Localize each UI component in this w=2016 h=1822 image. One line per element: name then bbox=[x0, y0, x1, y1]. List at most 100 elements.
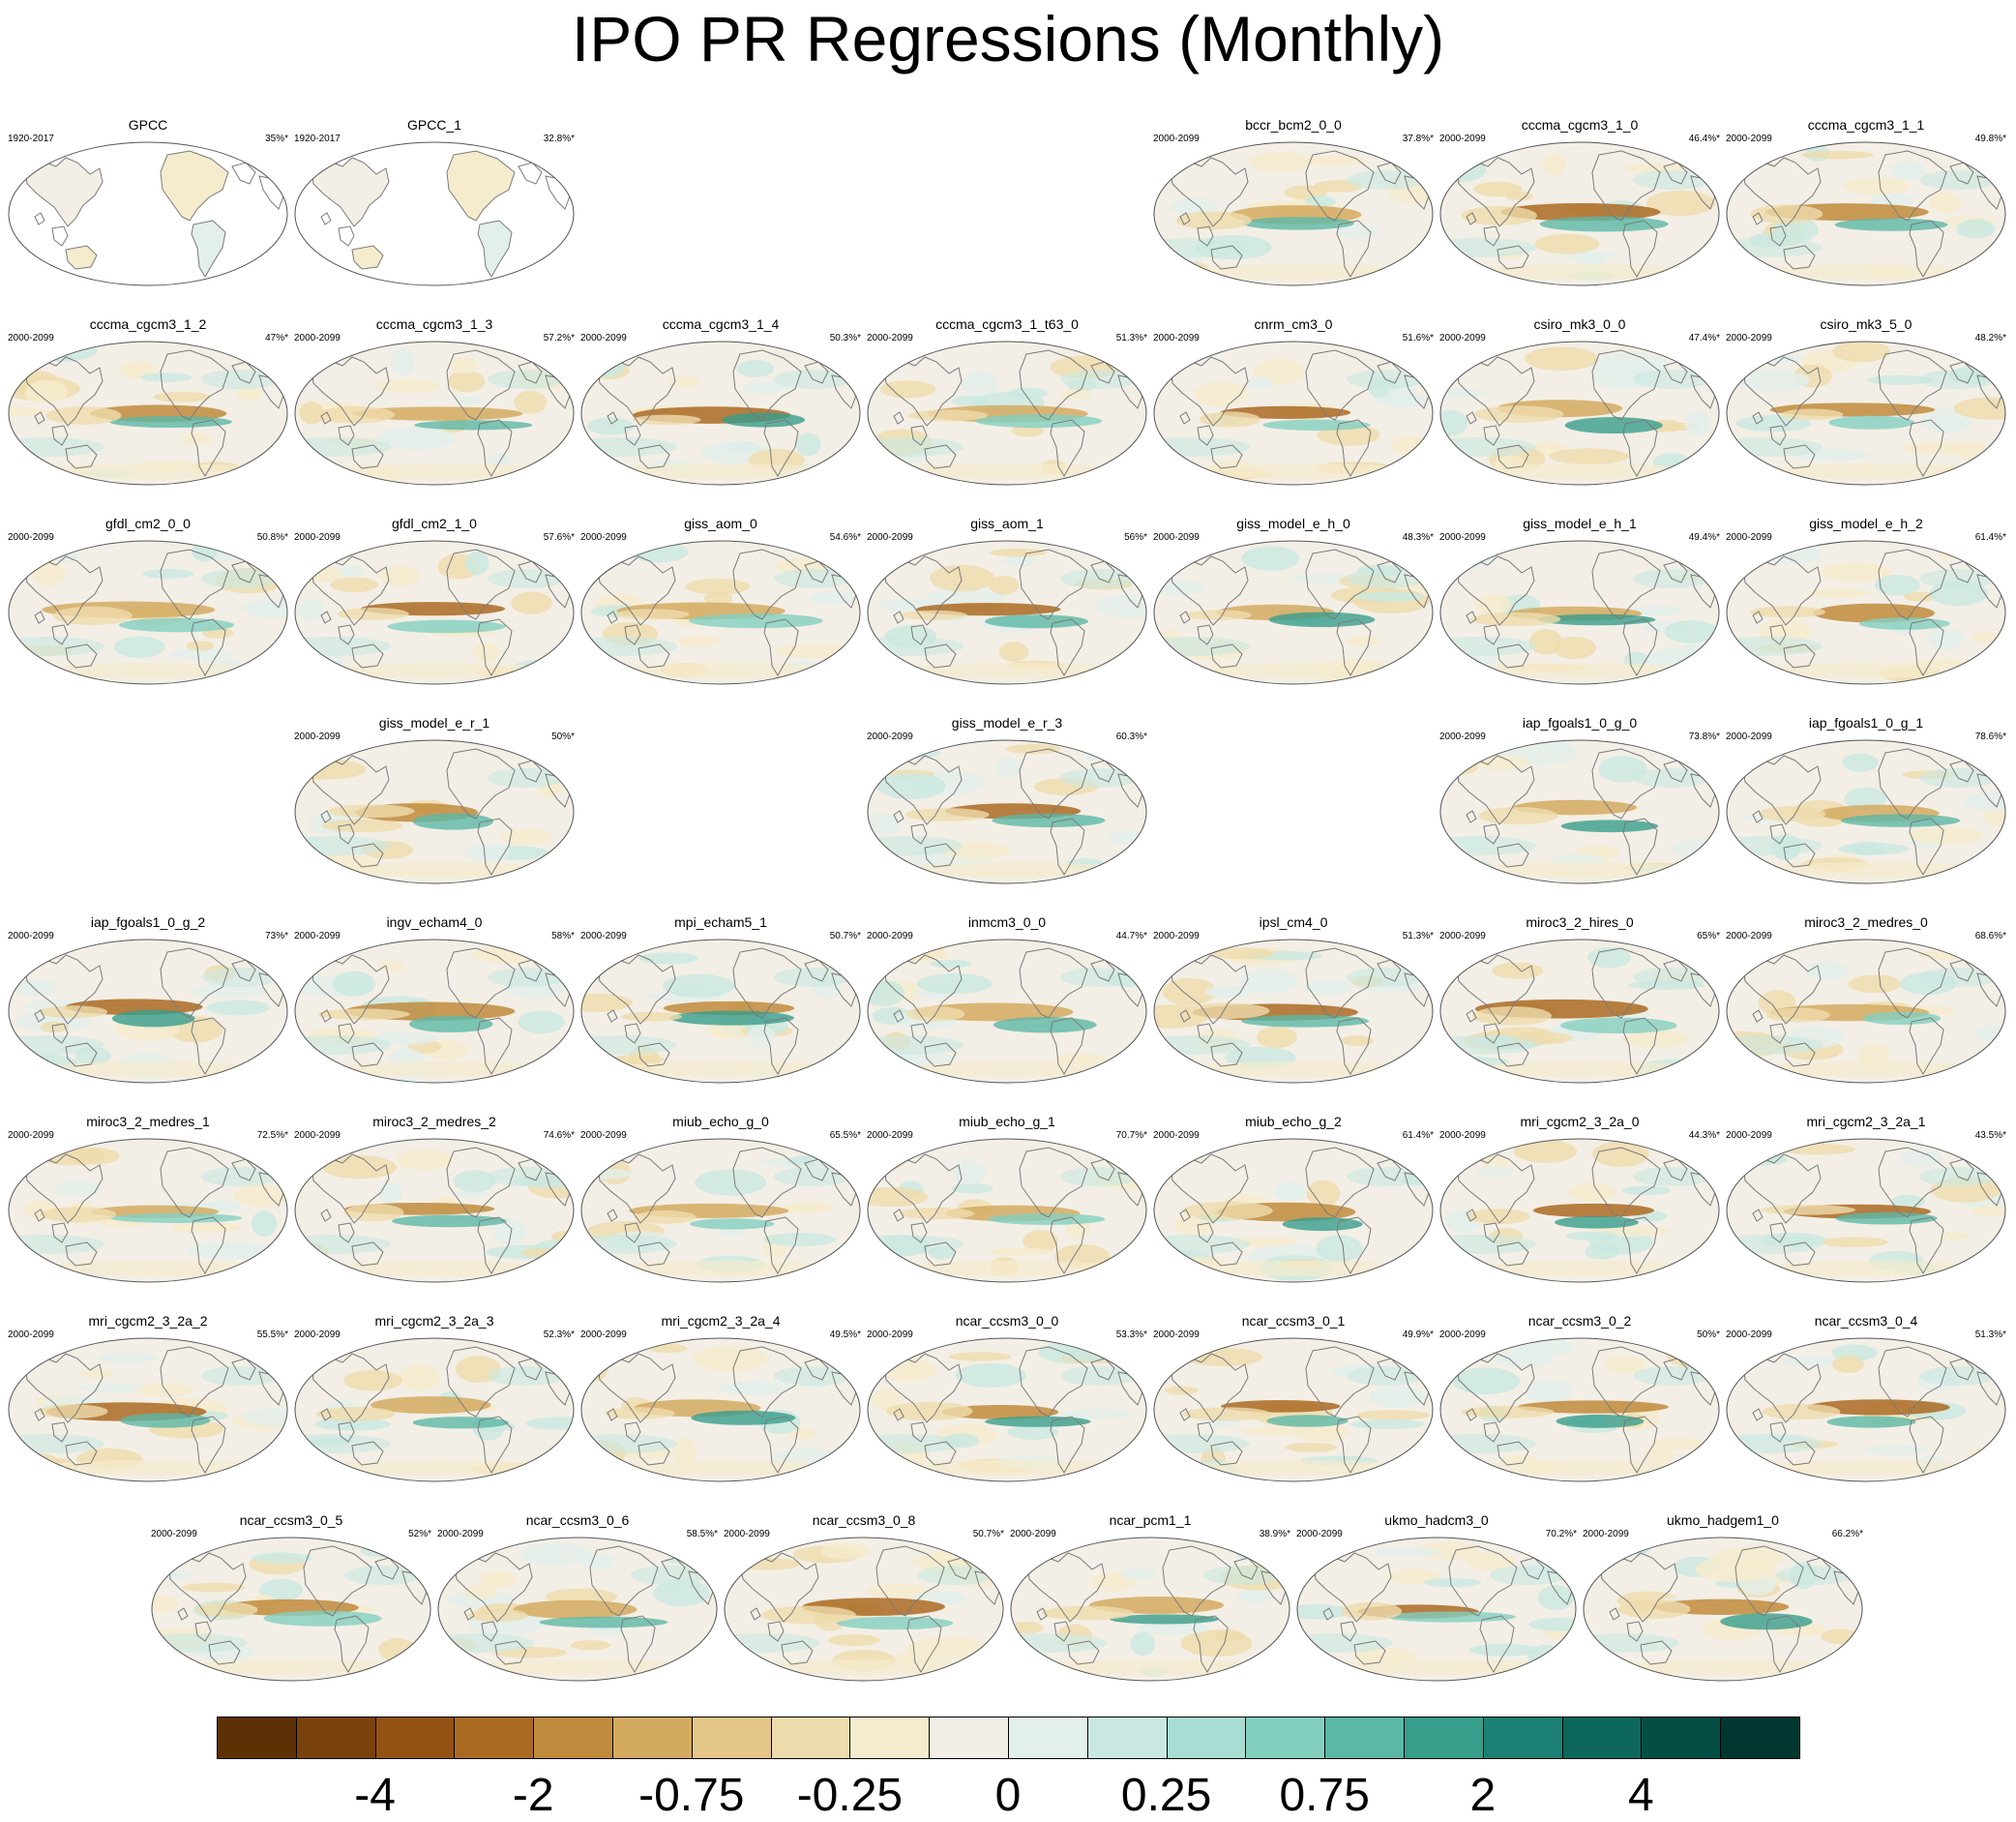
colorbar-tick-label: -0.75 bbox=[638, 1770, 745, 1821]
panel-percent: 61.4%* bbox=[1403, 1130, 1434, 1141]
map-panel: mri_cgcm2_3_2a_4 2000-2099 49.5%* bbox=[580, 1313, 861, 1482]
panel-percent: 46.4%* bbox=[1689, 134, 1720, 144]
panel-percent: 44.3%* bbox=[1689, 1130, 1720, 1141]
panel-period: 2000-2099 bbox=[294, 532, 341, 543]
panel-percent: 35%* bbox=[265, 134, 288, 144]
panel-percent: 68.6%* bbox=[1975, 931, 2006, 941]
map-panel: ingv_echam4_0 2000-2099 58%* bbox=[294, 914, 575, 1084]
map-panel: giss_aom_0 2000-2099 54.6%* bbox=[580, 516, 861, 685]
map-panel: cccma_cgcm3_1_4 2000-2099 50.3%* bbox=[580, 316, 861, 486]
colorbar-box bbox=[1641, 1717, 1722, 1759]
panel-name: csiro_mk3_5_0 bbox=[1821, 316, 1912, 332]
panel-name: iap_fgoals1_0_g_2 bbox=[91, 914, 206, 930]
panel-period: 2000-2099 bbox=[1439, 732, 1486, 742]
panel-period: 2000-2099 bbox=[1153, 1130, 1200, 1141]
panel-percent: 43.5%* bbox=[1975, 1130, 2006, 1141]
panel-period: 2000-2099 bbox=[294, 1130, 341, 1141]
panel-period: 2000-2099 bbox=[1726, 333, 1772, 343]
panel-percent: 32.8%* bbox=[544, 134, 575, 144]
panel-name: mri_cgcm2_3_2a_3 bbox=[375, 1313, 494, 1329]
panel-name: giss_model_e_r_3 bbox=[952, 715, 1063, 731]
panel-percent: 50.8%* bbox=[257, 532, 288, 543]
colorbar-tick-label: 0.75 bbox=[1279, 1770, 1370, 1821]
colorbar-box bbox=[1482, 1717, 1563, 1759]
panel-percent: 57.2%* bbox=[544, 333, 575, 343]
colorbar-box bbox=[374, 1717, 456, 1759]
colorbar-box bbox=[691, 1717, 772, 1759]
panel-name: cnrm_cm3_0 bbox=[1255, 316, 1333, 332]
map-panel: GPCC 1920-2017 35%* bbox=[8, 117, 288, 286]
panel-period: 2000-2099 bbox=[294, 1329, 341, 1340]
panel-percent: 78.6%* bbox=[1975, 732, 2006, 742]
map-panel: miroc3_2_medres_2 2000-2099 74.6%* bbox=[294, 1114, 575, 1283]
map-panel: mri_cgcm2_3_2a_0 2000-2099 44.3%* bbox=[1439, 1114, 1720, 1283]
panel-percent: 55.5%* bbox=[257, 1329, 288, 1340]
map-panel: giss_model_e_h_1 2000-2099 49.4%* bbox=[1439, 516, 1720, 685]
panel-period: 2000-2099 bbox=[8, 1329, 54, 1340]
panel-percent: 56%* bbox=[1124, 532, 1147, 543]
panel-percent: 48.3%* bbox=[1403, 532, 1434, 543]
panel-period: 2000-2099 bbox=[8, 333, 54, 343]
panel-name: ncar_ccsm3_0_0 bbox=[956, 1313, 1059, 1329]
map-panel: ncar_pcm1_1 2000-2099 38.9%* bbox=[1010, 1512, 1290, 1682]
map-panel: cccma_cgcm3_1_0 2000-2099 46.4%* bbox=[1439, 117, 1720, 286]
panel-name: ingv_echam4_0 bbox=[387, 914, 483, 930]
panel-period: 2000-2099 bbox=[294, 931, 341, 941]
colorbar-box bbox=[929, 1717, 1009, 1759]
panel-name: miroc3_2_medres_1 bbox=[86, 1114, 210, 1129]
colorbar-tick-label: -2 bbox=[512, 1770, 554, 1821]
panel-period: 2000-2099 bbox=[294, 732, 341, 742]
panel-percent: 49.4%* bbox=[1689, 532, 1720, 543]
map-panel: iap_fgoals1_0_g_2 2000-2099 73%* bbox=[8, 914, 288, 1084]
panel-name: GPCC_1 bbox=[407, 117, 461, 133]
panel-name: ncar_ccsm3_0_5 bbox=[240, 1512, 343, 1528]
panel-period: 2000-2099 bbox=[1439, 134, 1486, 144]
colorbar-box bbox=[1561, 1717, 1643, 1759]
colorbar-box bbox=[849, 1717, 931, 1759]
colorbar-labels: -4 -2 -0.75 -0.25 0 0.25 0.75 2 4 bbox=[0, 1769, 2016, 1821]
panel-name: ukmo_hadgem1_0 bbox=[1667, 1512, 1779, 1528]
panel-period: 2000-2099 bbox=[8, 1130, 54, 1141]
panel-period: 2000-2099 bbox=[867, 931, 913, 941]
colorbar-box bbox=[533, 1717, 613, 1759]
figure-title: IPO PR Regressions (Monthly) bbox=[571, 3, 1445, 75]
map-panel: mri_cgcm2_3_2a_1 2000-2099 43.5%* bbox=[1726, 1114, 2006, 1283]
panel-percent: 66.2%* bbox=[1832, 1529, 1863, 1539]
colorbar-box bbox=[1086, 1717, 1168, 1759]
panel-percent: 50%* bbox=[551, 732, 575, 742]
panel-name: cccma_cgcm3_1_2 bbox=[90, 316, 207, 332]
panel-name: cccma_cgcm3_1_t63_0 bbox=[935, 316, 1079, 332]
panel-percent: 61.4%* bbox=[1975, 532, 2006, 543]
panel-period: 2000-2099 bbox=[867, 732, 913, 742]
panel-percent: 47%* bbox=[265, 333, 288, 343]
panel-percent: 58.5%* bbox=[687, 1529, 718, 1539]
panel-percent: 51.3%* bbox=[1116, 333, 1147, 343]
map-panel: miub_echo_g_2 2000-2099 61.4%* bbox=[1153, 1114, 1434, 1283]
panel-period: 2000-2099 bbox=[437, 1529, 484, 1539]
panel-name: gfdl_cm2_0_0 bbox=[105, 516, 191, 531]
panel-period: 2000-2099 bbox=[8, 931, 54, 941]
map-panel: csiro_mk3_5_0 2000-2099 48.2%* bbox=[1726, 316, 2006, 486]
map-panel: cccma_cgcm3_1_1 2000-2099 49.8%* bbox=[1726, 117, 2006, 286]
colorbar-tick-label: 2 bbox=[1469, 1770, 1497, 1821]
panel-period: 2000-2099 bbox=[1439, 931, 1486, 941]
panel-name: ncar_ccsm3_0_6 bbox=[526, 1512, 630, 1528]
panel-percent: 60.3%* bbox=[1116, 732, 1147, 742]
panel-period: 2000-2099 bbox=[1726, 732, 1772, 742]
map-panel: giss_model_e_h_2 2000-2099 61.4%* bbox=[1726, 516, 2006, 685]
colorbar-box bbox=[295, 1717, 376, 1759]
panel-name: cccma_cgcm3_1_4 bbox=[663, 316, 780, 332]
panel-percent: 49.5%* bbox=[830, 1329, 861, 1340]
panel-period: 2000-2099 bbox=[580, 931, 627, 941]
panel-percent: 73.8%* bbox=[1689, 732, 1720, 742]
panel-name: giss_model_e_h_0 bbox=[1236, 516, 1350, 531]
panel-percent: 70.7%* bbox=[1116, 1130, 1147, 1141]
colorbar-box bbox=[1324, 1717, 1405, 1759]
panel-period: 2000-2099 bbox=[580, 1329, 627, 1340]
map-panel: mpi_echam5_1 2000-2099 50.7%* bbox=[580, 914, 861, 1084]
panel-name: ipsl_cm4_0 bbox=[1260, 914, 1328, 930]
panel-period: 2000-2099 bbox=[580, 1130, 627, 1141]
panel-name: mri_cgcm2_3_2a_1 bbox=[1807, 1114, 1926, 1129]
map-panel: bccr_bcm2_0_0 2000-2099 37.8%* bbox=[1153, 117, 1434, 286]
panel-percent: 38.9%* bbox=[1260, 1529, 1290, 1539]
